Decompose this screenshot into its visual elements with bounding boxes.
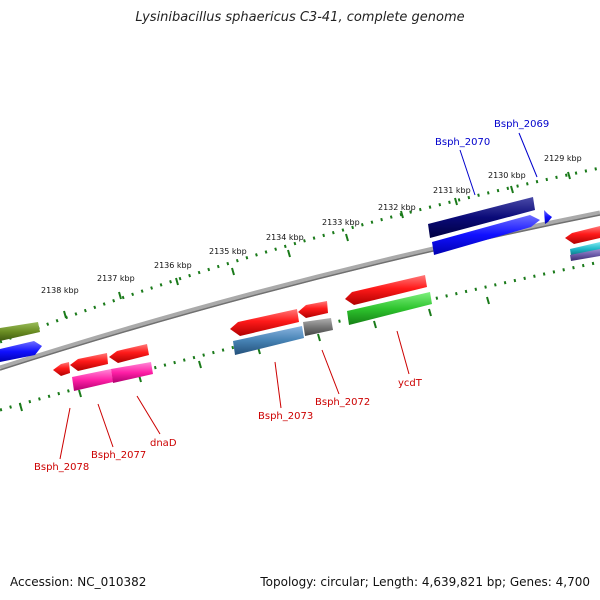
outer-ruler-major-ticks [63, 171, 571, 319]
tick-label-2136: 2136 kbp [154, 261, 192, 270]
gene-olive[interactable] [0, 322, 40, 341]
label-bsph-2078[interactable]: Bsph_2078 [34, 462, 89, 473]
gene-bsph-2077-body[interactable] [72, 369, 113, 391]
tick-label-2129: 2129 kbp [544, 154, 582, 163]
leader-dnaD [136, 395, 161, 435]
leader-bsph-2072 [321, 349, 340, 395]
label-bsph-2069[interactable]: Bsph_2069 [494, 119, 549, 130]
gene-red-right[interactable] [565, 226, 600, 244]
gene-bsph-2070-blue[interactable] [432, 215, 540, 255]
gene-bsph-2073-arrow[interactable] [230, 309, 299, 336]
accession-text: Accession: NC_010382 [10, 575, 147, 589]
label-bsph-2073[interactable]: Bsph_2073 [258, 411, 313, 422]
leader-bsph-2077 [97, 403, 114, 448]
leader-bsph-2069 [518, 132, 538, 178]
gene-bsph-2070[interactable] [428, 197, 535, 238]
gene-blue-left[interactable] [0, 341, 42, 362]
gene-bsph-2069[interactable] [544, 210, 552, 224]
tick-label-2133: 2133 kbp [322, 218, 360, 227]
gene-dnaD-body[interactable] [111, 362, 153, 383]
gene-bsph-2077-arrow[interactable] [70, 353, 108, 371]
genome-backbone-shade [0, 214, 600, 371]
tick-label-2131: 2131 kbp [433, 186, 471, 195]
leader-ycdT [396, 330, 410, 375]
gene-cyan-right[interactable] [570, 242, 600, 256]
gene-bsph-2078[interactable] [53, 362, 70, 376]
inner-ruler-major-ticks [19, 296, 490, 412]
label-bsph-2070[interactable]: Bsph_2070 [435, 137, 490, 148]
gene-ycdT-arrow[interactable] [345, 275, 427, 305]
tick-label-2138: 2138 kbp [41, 286, 79, 295]
tick-label-2134: 2134 kbp [266, 233, 304, 242]
gene-bsph-2072-body[interactable] [303, 318, 333, 336]
gene-bsph-2073-body[interactable] [233, 326, 304, 355]
tick-label-2132: 2132 kbp [378, 203, 416, 212]
label-bsph-2072[interactable]: Bsph_2072 [315, 397, 370, 408]
label-bsph-2077[interactable]: Bsph_2077 [91, 450, 146, 461]
leader-bsph-2070 [459, 149, 476, 196]
outer-ruler [0, 166, 600, 344]
label-dnaD[interactable]: dnaD [150, 438, 177, 449]
gene-bsph-2072-arrow[interactable] [298, 301, 328, 318]
gene-ycdT-body[interactable] [347, 292, 432, 325]
tick-label-2135: 2135 kbp [209, 247, 247, 256]
leader-bsph-2078 [59, 407, 71, 460]
tick-label-2137: 2137 kbp [97, 274, 135, 283]
genome-summary-text: Topology: circular; Length: 4,639,821 bp… [260, 575, 590, 589]
map-title: Lysinibacillus sphaericus C3-41, complet… [135, 10, 465, 25]
gene-dnaD-arrow[interactable] [109, 344, 149, 363]
gene-purple-right[interactable] [570, 249, 600, 261]
label-ycdT[interactable]: ycdT [398, 378, 423, 389]
leader-bsph-2073 [274, 361, 282, 409]
tick-label-2130: 2130 kbp [488, 171, 526, 180]
